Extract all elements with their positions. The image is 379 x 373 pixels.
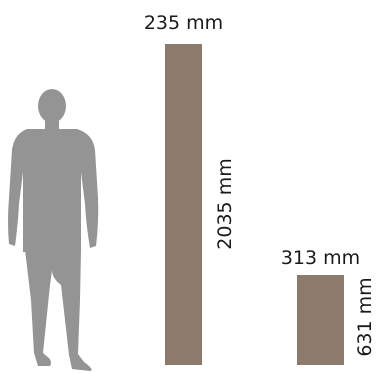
short-panel-height-label: 631 mm [354,277,376,356]
person-legs [25,250,92,371]
tall-panel-width-label: 235 mm [144,12,223,34]
person-head [38,89,66,123]
person-silhouette-icon [8,89,99,371]
short-panel-width-label: 313 mm [281,247,360,269]
tall-panel [165,44,202,365]
person-neck [45,119,59,129]
tall-panel-height-label: 2035 mm [214,158,236,249]
short-panel [297,275,344,365]
person-torso [8,129,99,252]
